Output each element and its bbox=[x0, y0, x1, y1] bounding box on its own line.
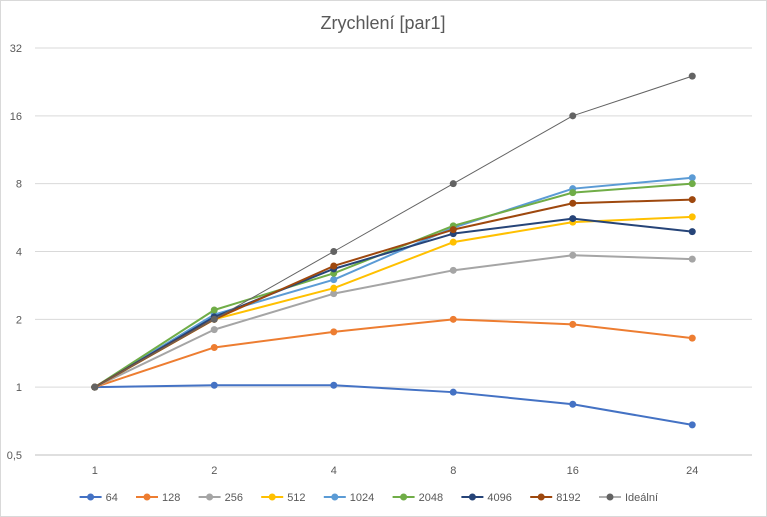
data-point bbox=[449, 226, 457, 234]
data-point bbox=[449, 180, 457, 188]
legend-swatch-marker bbox=[268, 493, 276, 501]
legend-swatch-marker bbox=[606, 493, 614, 501]
legend-swatch-marker bbox=[400, 493, 408, 501]
series-line bbox=[94, 198, 693, 389]
series-128 bbox=[91, 315, 696, 391]
data-point bbox=[688, 421, 696, 429]
series-line bbox=[94, 318, 693, 389]
legend-label: 128 bbox=[162, 492, 180, 504]
data-point bbox=[569, 251, 577, 259]
data-point bbox=[449, 315, 457, 323]
data-point bbox=[688, 213, 696, 221]
y-tick-label: 1 bbox=[16, 382, 22, 394]
legend-label: 256 bbox=[225, 492, 243, 504]
legend-label: Ideální bbox=[625, 492, 658, 504]
data-point bbox=[210, 343, 218, 351]
data-point bbox=[569, 215, 577, 223]
y-tick-label: 8 bbox=[16, 179, 22, 191]
series-line bbox=[94, 254, 693, 389]
data-point bbox=[688, 180, 696, 188]
data-point bbox=[330, 328, 338, 336]
legend-item: 64 bbox=[79, 492, 118, 504]
data-point bbox=[569, 400, 577, 408]
data-point bbox=[210, 306, 218, 314]
data-point bbox=[330, 248, 338, 255]
legend-label: 8192 bbox=[556, 492, 580, 504]
y-tick-label: 32 bbox=[10, 43, 22, 55]
series-8192 bbox=[91, 196, 696, 391]
data-point bbox=[91, 383, 99, 391]
legend-item: 2048 bbox=[392, 492, 443, 504]
legend-label: 4096 bbox=[487, 492, 511, 504]
series-256 bbox=[91, 251, 696, 391]
y-tick-label: 4 bbox=[16, 247, 22, 259]
data-point bbox=[210, 315, 218, 323]
data-point bbox=[330, 290, 338, 298]
data-point bbox=[688, 72, 696, 80]
series-line bbox=[94, 217, 693, 389]
series-line bbox=[94, 176, 693, 389]
x-axis-ticks: 1 2 4 8 16 24 bbox=[92, 465, 699, 477]
data-point bbox=[688, 196, 696, 204]
legend-item: 256 bbox=[198, 492, 243, 504]
data-point bbox=[688, 255, 696, 263]
data-point bbox=[569, 199, 577, 207]
data-point bbox=[210, 381, 218, 389]
legend: 64 128 256 512 1024 2048 4096 8192 Ideální bbox=[79, 492, 658, 504]
y-axis-ticks: 0,5 1 2 4 8 16 32 bbox=[7, 43, 22, 462]
legend-label: 2048 bbox=[419, 492, 443, 504]
series-lines bbox=[91, 72, 696, 429]
series-512 bbox=[91, 213, 696, 391]
data-point bbox=[330, 284, 338, 292]
legend-swatch-marker bbox=[537, 493, 545, 501]
y-tick-label: 16 bbox=[10, 111, 22, 123]
data-point bbox=[688, 334, 696, 342]
legend-swatch-marker bbox=[87, 493, 95, 501]
data-point bbox=[688, 174, 696, 182]
data-point bbox=[449, 388, 457, 396]
data-point bbox=[569, 112, 577, 120]
legend-item: Ideální bbox=[599, 492, 658, 504]
legend-swatch-marker bbox=[206, 493, 214, 501]
data-point bbox=[449, 238, 457, 246]
chart-title: Zrychlení [par1] bbox=[320, 13, 445, 33]
data-point bbox=[330, 276, 338, 284]
legend-swatch-marker bbox=[143, 493, 151, 501]
legend-item: 1024 bbox=[323, 492, 374, 504]
series-4096 bbox=[91, 215, 696, 391]
legend-swatch-marker bbox=[468, 493, 476, 501]
series-Ideální bbox=[91, 72, 696, 391]
legend-label: 512 bbox=[287, 492, 305, 504]
data-point bbox=[569, 189, 577, 197]
series-64 bbox=[91, 381, 696, 429]
series-line bbox=[94, 384, 693, 426]
series-line bbox=[94, 75, 693, 388]
y-tick-label: 0,5 bbox=[7, 450, 22, 462]
x-tick-label: 8 bbox=[450, 465, 456, 477]
data-point bbox=[688, 228, 696, 236]
data-point bbox=[449, 266, 457, 274]
y-tick-label: 2 bbox=[16, 314, 22, 326]
legend-item: 8192 bbox=[530, 492, 581, 504]
legend-label: 1024 bbox=[350, 492, 374, 504]
data-point bbox=[569, 320, 577, 328]
legend-label: 64 bbox=[106, 492, 118, 504]
series-2048 bbox=[91, 180, 696, 391]
x-tick-label: 2 bbox=[211, 465, 217, 477]
series-line bbox=[94, 215, 693, 389]
x-tick-label: 1 bbox=[92, 465, 98, 477]
x-tick-label: 16 bbox=[567, 465, 579, 477]
x-tick-label: 24 bbox=[686, 465, 698, 477]
x-tick-label: 4 bbox=[331, 465, 337, 477]
legend-swatch-marker bbox=[331, 493, 339, 501]
data-point bbox=[330, 262, 338, 270]
series-line bbox=[94, 182, 693, 389]
legend-item: 512 bbox=[261, 492, 306, 504]
data-point bbox=[330, 381, 338, 389]
data-point bbox=[210, 326, 218, 334]
legend-item: 128 bbox=[136, 492, 180, 504]
legend-item: 4096 bbox=[461, 492, 512, 504]
